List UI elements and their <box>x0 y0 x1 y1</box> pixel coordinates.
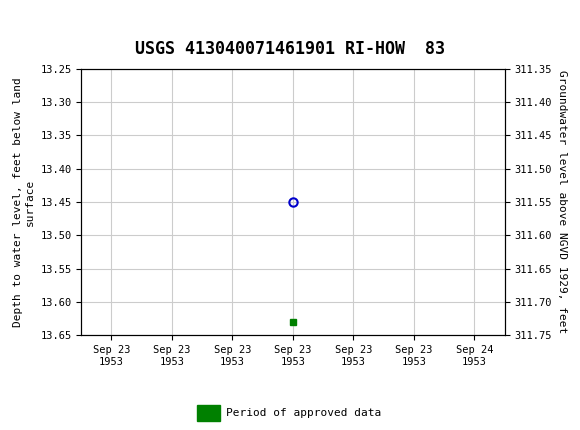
Bar <box>197 405 220 421</box>
Text: USGS 413040071461901 RI-HOW  83: USGS 413040071461901 RI-HOW 83 <box>135 40 445 58</box>
Text: Period of approved data: Period of approved data <box>226 408 382 418</box>
Text: ≡USGS: ≡USGS <box>17 16 93 35</box>
Y-axis label: Depth to water level, feet below land
surface: Depth to water level, feet below land su… <box>13 77 35 327</box>
Y-axis label: Groundwater level above NGVD 1929, feet: Groundwater level above NGVD 1929, feet <box>557 71 567 334</box>
